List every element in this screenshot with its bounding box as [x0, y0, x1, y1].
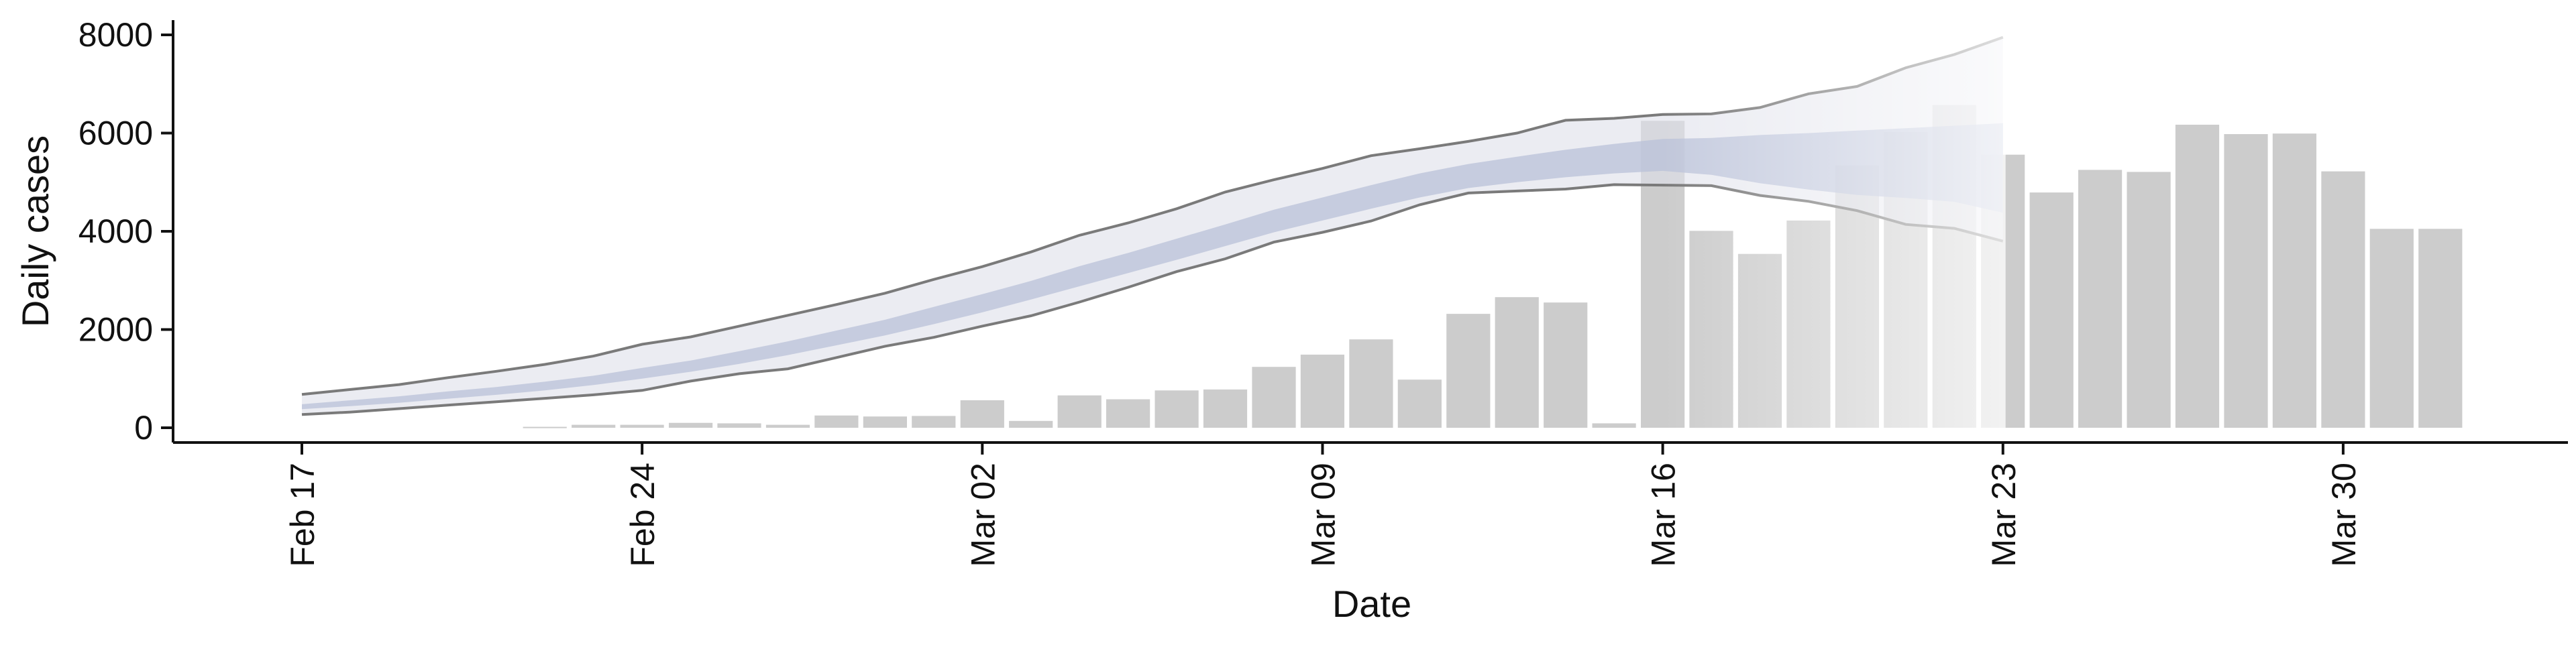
bar — [2418, 229, 2463, 428]
bar — [1592, 423, 1636, 428]
x-tick-label: Feb 24 — [624, 463, 661, 567]
bar — [1155, 390, 1199, 428]
bar — [2029, 192, 2074, 428]
bar — [1495, 297, 1539, 428]
bar — [1544, 302, 1588, 428]
bar — [1203, 389, 1248, 428]
bar — [1106, 399, 1150, 428]
bar — [2078, 170, 2123, 428]
x-tick-label: Mar 30 — [2325, 463, 2363, 567]
y-tick-label: 8000 — [78, 16, 153, 54]
x-tick-label: Mar 16 — [1645, 463, 1682, 567]
bar — [523, 426, 567, 428]
bar — [1446, 314, 1491, 428]
y-axis-title: Daily cases — [14, 135, 56, 327]
bar — [912, 416, 956, 428]
bar — [1349, 339, 1393, 428]
ci-50-band — [302, 123, 2003, 410]
bar — [814, 415, 859, 428]
x-ticks: Feb 17 Feb 24 Mar 02 Mar 09 Mar 16 Mar 23 Mar … — [284, 443, 2363, 567]
x-tick-label: Mar 23 — [1985, 463, 2023, 567]
y-tick-label: 6000 — [78, 114, 153, 152]
x-axis-title: Date — [1332, 583, 1411, 625]
bar — [572, 424, 616, 428]
y-ticks: 0 2000 4000 6000 8000 — [78, 16, 173, 447]
y-tick-label: 4000 — [78, 213, 153, 250]
y-tick-label: 0 — [134, 409, 153, 447]
forecast-fade — [1662, 20, 2006, 440]
bar — [2321, 171, 2365, 428]
bar — [2272, 133, 2316, 428]
y-tick-label: 2000 — [78, 311, 153, 349]
bar — [2175, 125, 2220, 428]
bar — [620, 424, 664, 428]
bar — [1397, 379, 1442, 428]
bar — [1300, 354, 1344, 428]
x-tick-label: Mar 02 — [964, 463, 1002, 567]
ci-90-band — [302, 37, 2003, 415]
bar — [669, 422, 713, 428]
x-tick-label: Feb 17 — [284, 463, 321, 567]
bar — [960, 400, 1004, 428]
bar — [2224, 134, 2268, 428]
bar — [765, 424, 810, 428]
bar — [863, 416, 907, 428]
bar — [2127, 172, 2171, 428]
bar — [717, 423, 761, 428]
band-layer — [301, 20, 2006, 440]
bar — [2369, 229, 2414, 428]
bar — [1057, 395, 1102, 428]
x-tick-label: Mar 09 — [1304, 463, 1342, 567]
bar — [1252, 367, 1296, 428]
bar — [1009, 420, 1053, 428]
